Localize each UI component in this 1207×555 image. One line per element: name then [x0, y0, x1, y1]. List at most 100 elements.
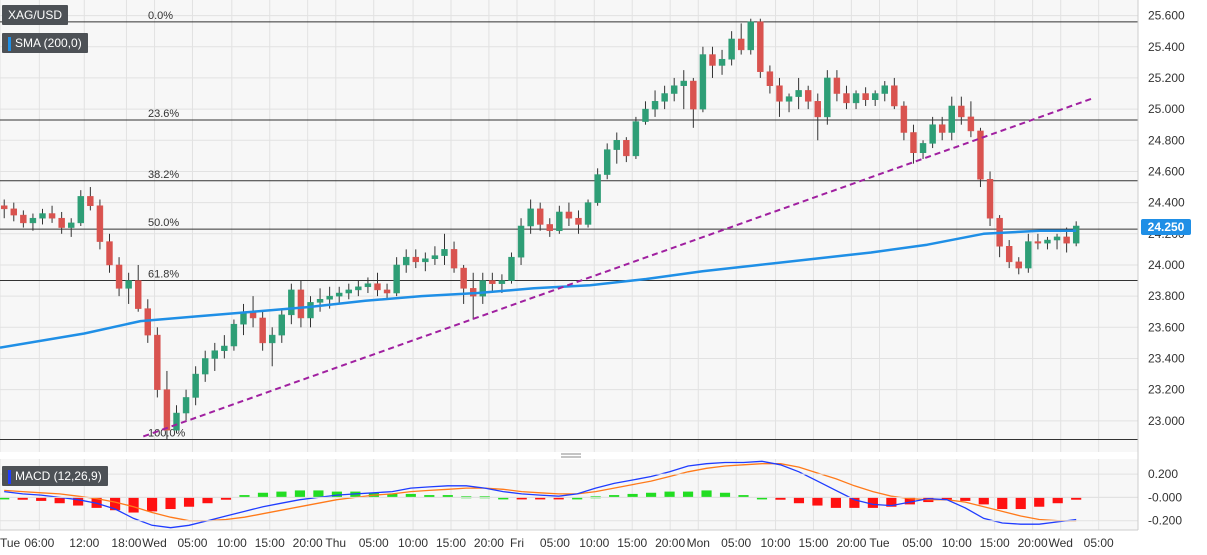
candle — [29, 213, 37, 231]
candle-body — [48, 213, 56, 219]
candle-body — [134, 280, 142, 309]
fib-level-label: 50.0% — [148, 217, 179, 229]
candle-body — [383, 289, 391, 294]
candle — [412, 249, 419, 269]
macd-histogram-bar — [793, 497, 805, 504]
macd-histogram-bar — [682, 491, 694, 498]
candle — [556, 205, 563, 234]
candle — [891, 77, 898, 110]
candle — [307, 296, 314, 328]
macd-histogram-bar — [664, 491, 675, 498]
candle — [766, 65, 774, 94]
candle — [316, 288, 324, 312]
macd-histogram-bar — [220, 497, 232, 500]
candle-body — [986, 178, 994, 219]
candle — [938, 116, 946, 141]
macd-histogram-bar — [183, 497, 195, 507]
time-tick-label: 15:00 — [980, 536, 1010, 550]
candle — [335, 286, 343, 304]
candle — [1025, 233, 1032, 273]
candle — [986, 171, 994, 226]
macd-tick-label: -0.000 — [1148, 490, 1182, 504]
candle — [67, 218, 75, 237]
candle — [594, 168, 601, 206]
candle — [422, 252, 429, 272]
macd-histogram-bar — [516, 497, 527, 500]
candle-body — [814, 101, 821, 118]
macd-indicator-label[interactable]: MACD (12,26,9) — [2, 466, 108, 486]
candle-body — [221, 345, 228, 351]
candle-body — [316, 299, 324, 303]
candle — [1034, 233, 1042, 250]
candle — [278, 308, 285, 343]
time-tick-label: 05:00 — [540, 536, 570, 550]
macd-histogram-bar — [719, 492, 731, 498]
macd-histogram-bar — [867, 497, 878, 508]
macd-line — [4, 460, 1077, 529]
candle — [288, 283, 295, 325]
candle-body — [278, 314, 285, 336]
price-tick-label: 23.000 — [1148, 414, 1185, 428]
candle-body — [0, 205, 8, 210]
candle-body — [1063, 236, 1070, 244]
candle — [795, 77, 802, 110]
candle-body — [747, 21, 754, 51]
candle-body — [938, 124, 946, 133]
candle-body — [804, 90, 812, 102]
candle-body — [211, 350, 218, 359]
candle-body — [871, 93, 879, 101]
candle — [431, 246, 439, 265]
trend-line — [142, 97, 1094, 438]
candle-body — [230, 323, 238, 347]
candle — [489, 272, 496, 294]
candle-body — [929, 124, 936, 144]
macd-histogram-bar — [849, 497, 860, 508]
symbol-label[interactable]: XAG/USD — [2, 5, 69, 25]
price-tick-label: 23.800 — [1148, 289, 1185, 303]
candle-body — [192, 373, 199, 398]
candle — [58, 211, 65, 234]
dashed-trend-line — [142, 97, 1094, 438]
candle — [871, 90, 879, 106]
time-axis: Tue 06:00 12:00 18:00 Wed 05:00 10:00 15:00 20:0… — [0, 536, 1114, 550]
candle — [173, 405, 180, 434]
candle-body — [1053, 236, 1061, 241]
macd-histogram-bar — [646, 492, 657, 498]
candle-body — [297, 289, 305, 319]
candle-body — [977, 130, 984, 180]
candle-body — [594, 174, 601, 203]
candle-body — [173, 412, 180, 431]
candle — [977, 127, 984, 188]
candle — [900, 101, 908, 141]
price-tick-label: 24.000 — [1148, 258, 1185, 272]
macd-histogram-bar — [627, 493, 638, 498]
candle-body — [757, 21, 764, 72]
macd-histogram-bar — [756, 497, 768, 500]
candle — [651, 90, 659, 117]
time-tick-label: 20:00 — [474, 536, 504, 550]
panel-splitter-handle[interactable] — [561, 453, 581, 458]
candle — [881, 81, 888, 102]
sma-indicator-label[interactable]: SMA (200,0) — [2, 33, 88, 53]
candle — [345, 283, 352, 300]
candle-body — [288, 289, 295, 316]
time-tick-label: 10:00 — [579, 536, 609, 550]
macd-histogram-bar — [294, 490, 306, 498]
candle-body — [632, 121, 640, 157]
candle-body — [77, 196, 85, 224]
candle-body — [795, 90, 802, 97]
candle — [374, 272, 381, 297]
time-tick-label: 10:00 — [217, 536, 247, 550]
macd-histogram-bar — [128, 497, 139, 513]
candle — [642, 101, 649, 125]
time-tick-label: Wed — [1048, 536, 1072, 550]
time-tick-label: 15:00 — [798, 536, 828, 550]
current-price-tag: 24.250 — [1141, 219, 1191, 235]
macd-histogram-bar — [424, 495, 435, 498]
time-tick-label: 10:00 — [761, 536, 791, 550]
candle-body — [1044, 239, 1051, 244]
candle — [0, 199, 8, 219]
candle-body — [603, 149, 611, 175]
candle — [230, 319, 238, 351]
